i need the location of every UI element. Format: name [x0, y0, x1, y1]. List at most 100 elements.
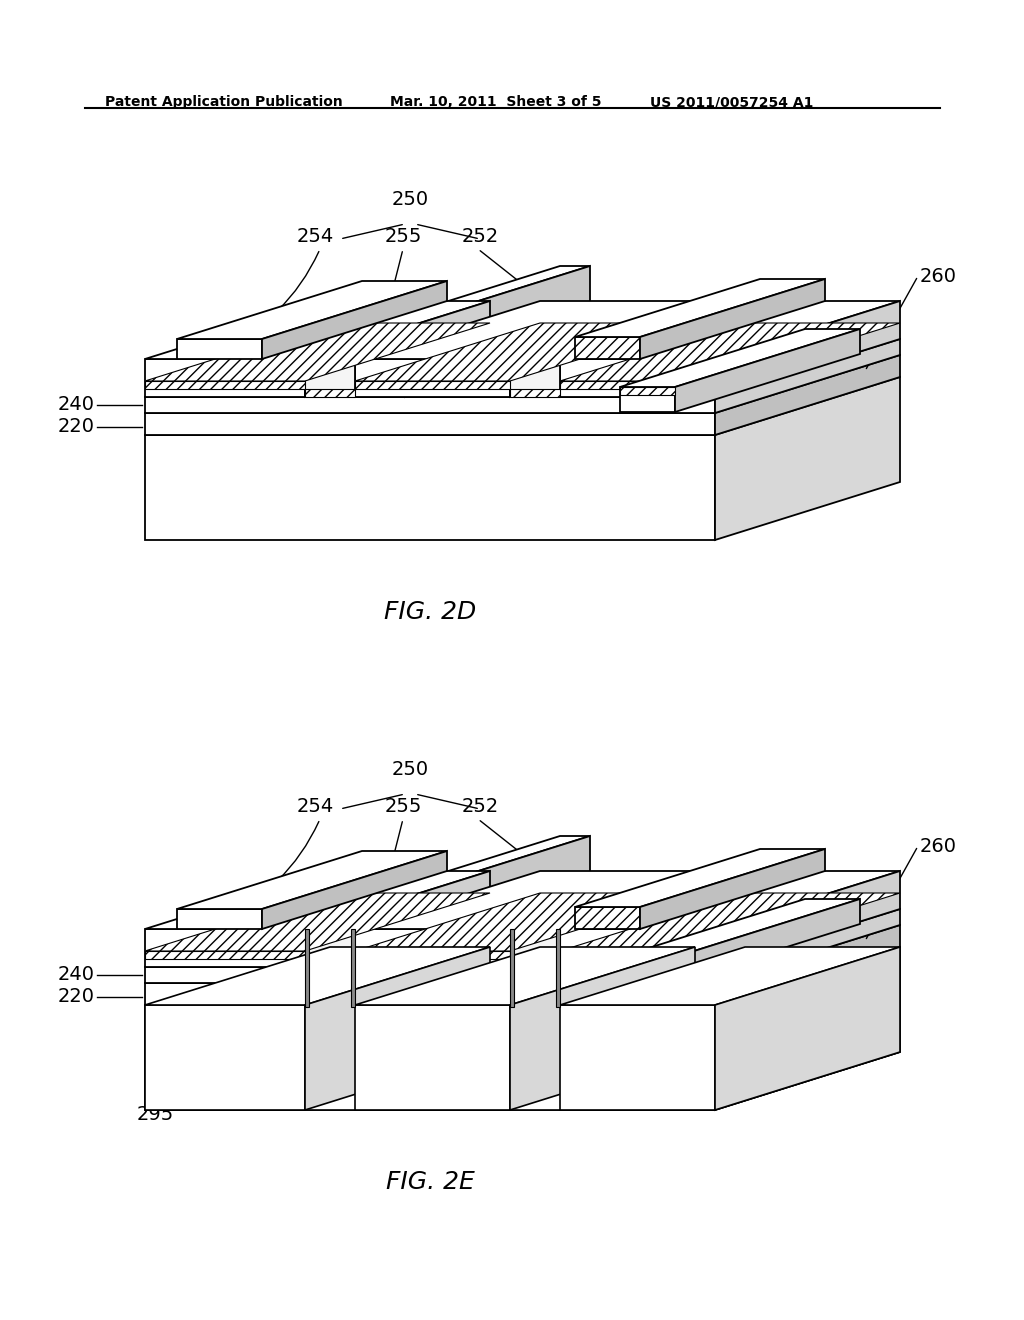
Polygon shape [715, 378, 900, 540]
Polygon shape [375, 894, 406, 968]
Polygon shape [355, 929, 510, 968]
Polygon shape [145, 1005, 715, 1110]
Polygon shape [715, 909, 900, 983]
Polygon shape [145, 359, 305, 397]
Polygon shape [510, 301, 695, 397]
Text: 220: 220 [58, 987, 95, 1006]
Polygon shape [560, 1005, 715, 1110]
Text: 250: 250 [391, 190, 429, 209]
Polygon shape [145, 381, 305, 389]
Polygon shape [620, 957, 675, 982]
Polygon shape [406, 836, 590, 968]
Text: 252: 252 [462, 227, 499, 246]
Polygon shape [715, 301, 900, 397]
Polygon shape [145, 894, 490, 950]
Polygon shape [145, 946, 490, 1005]
Polygon shape [355, 894, 695, 950]
Polygon shape [145, 397, 715, 413]
Polygon shape [406, 267, 590, 397]
Polygon shape [305, 359, 355, 397]
Text: 260: 260 [920, 837, 957, 855]
Polygon shape [640, 279, 825, 359]
Polygon shape [510, 968, 560, 1005]
Polygon shape [145, 968, 715, 983]
Polygon shape [620, 329, 860, 387]
Polygon shape [510, 929, 514, 1007]
Polygon shape [177, 909, 262, 929]
Polygon shape [145, 925, 900, 983]
Polygon shape [355, 946, 695, 1005]
Polygon shape [145, 339, 900, 397]
Polygon shape [375, 267, 590, 323]
Polygon shape [355, 1005, 510, 1110]
Polygon shape [556, 929, 560, 1007]
Polygon shape [560, 323, 900, 381]
Polygon shape [145, 436, 715, 540]
Polygon shape [262, 851, 447, 929]
Polygon shape [510, 389, 560, 397]
Text: 255: 255 [384, 227, 422, 246]
Polygon shape [145, 378, 900, 436]
Polygon shape [355, 950, 510, 960]
Polygon shape [560, 929, 715, 968]
Text: 260: 260 [920, 267, 957, 285]
Polygon shape [620, 957, 675, 965]
Polygon shape [262, 281, 447, 359]
Polygon shape [575, 279, 825, 337]
Polygon shape [177, 339, 262, 359]
Text: Patent Application Publication: Patent Application Publication [105, 95, 343, 110]
Text: 254: 254 [296, 227, 334, 246]
Text: 255: 255 [384, 797, 422, 816]
Polygon shape [145, 1005, 305, 1110]
Polygon shape [510, 946, 695, 1110]
Polygon shape [355, 301, 695, 359]
Polygon shape [145, 323, 490, 381]
Text: 220: 220 [58, 417, 95, 437]
Polygon shape [355, 381, 510, 389]
Polygon shape [145, 946, 900, 1005]
Text: 252: 252 [462, 797, 499, 816]
Polygon shape [355, 871, 695, 929]
Polygon shape [375, 836, 590, 894]
Polygon shape [145, 950, 305, 960]
Polygon shape [715, 946, 900, 1110]
Polygon shape [145, 413, 715, 436]
Polygon shape [575, 849, 825, 907]
Text: US 2011/0057254 A1: US 2011/0057254 A1 [650, 95, 813, 110]
Polygon shape [575, 907, 640, 929]
Text: 295: 295 [136, 1105, 174, 1125]
Polygon shape [305, 389, 355, 397]
Text: FIG. 2D: FIG. 2D [384, 601, 476, 624]
Polygon shape [305, 960, 355, 968]
Text: FIG. 2E: FIG. 2E [386, 1170, 474, 1195]
Polygon shape [510, 929, 560, 968]
Polygon shape [510, 359, 560, 397]
Polygon shape [560, 894, 900, 950]
Polygon shape [560, 950, 715, 960]
Polygon shape [675, 899, 860, 982]
Text: 254: 254 [296, 797, 334, 816]
Polygon shape [510, 871, 695, 968]
Polygon shape [351, 929, 355, 1007]
Polygon shape [510, 960, 560, 968]
Polygon shape [620, 387, 675, 412]
Polygon shape [305, 301, 490, 397]
Polygon shape [560, 359, 715, 397]
Polygon shape [145, 983, 715, 1005]
Polygon shape [375, 323, 406, 397]
Polygon shape [305, 946, 490, 1110]
Polygon shape [355, 359, 510, 397]
Polygon shape [715, 871, 900, 968]
Polygon shape [675, 329, 860, 412]
Polygon shape [145, 929, 305, 968]
Polygon shape [715, 355, 900, 436]
Polygon shape [145, 871, 490, 929]
Polygon shape [177, 281, 447, 339]
Polygon shape [575, 337, 640, 359]
Text: 250: 250 [391, 760, 429, 779]
Polygon shape [715, 925, 900, 1005]
Text: Mar. 10, 2011  Sheet 3 of 5: Mar. 10, 2011 Sheet 3 of 5 [390, 95, 601, 110]
Polygon shape [145, 909, 900, 968]
Polygon shape [560, 946, 900, 1005]
Polygon shape [305, 968, 355, 1005]
